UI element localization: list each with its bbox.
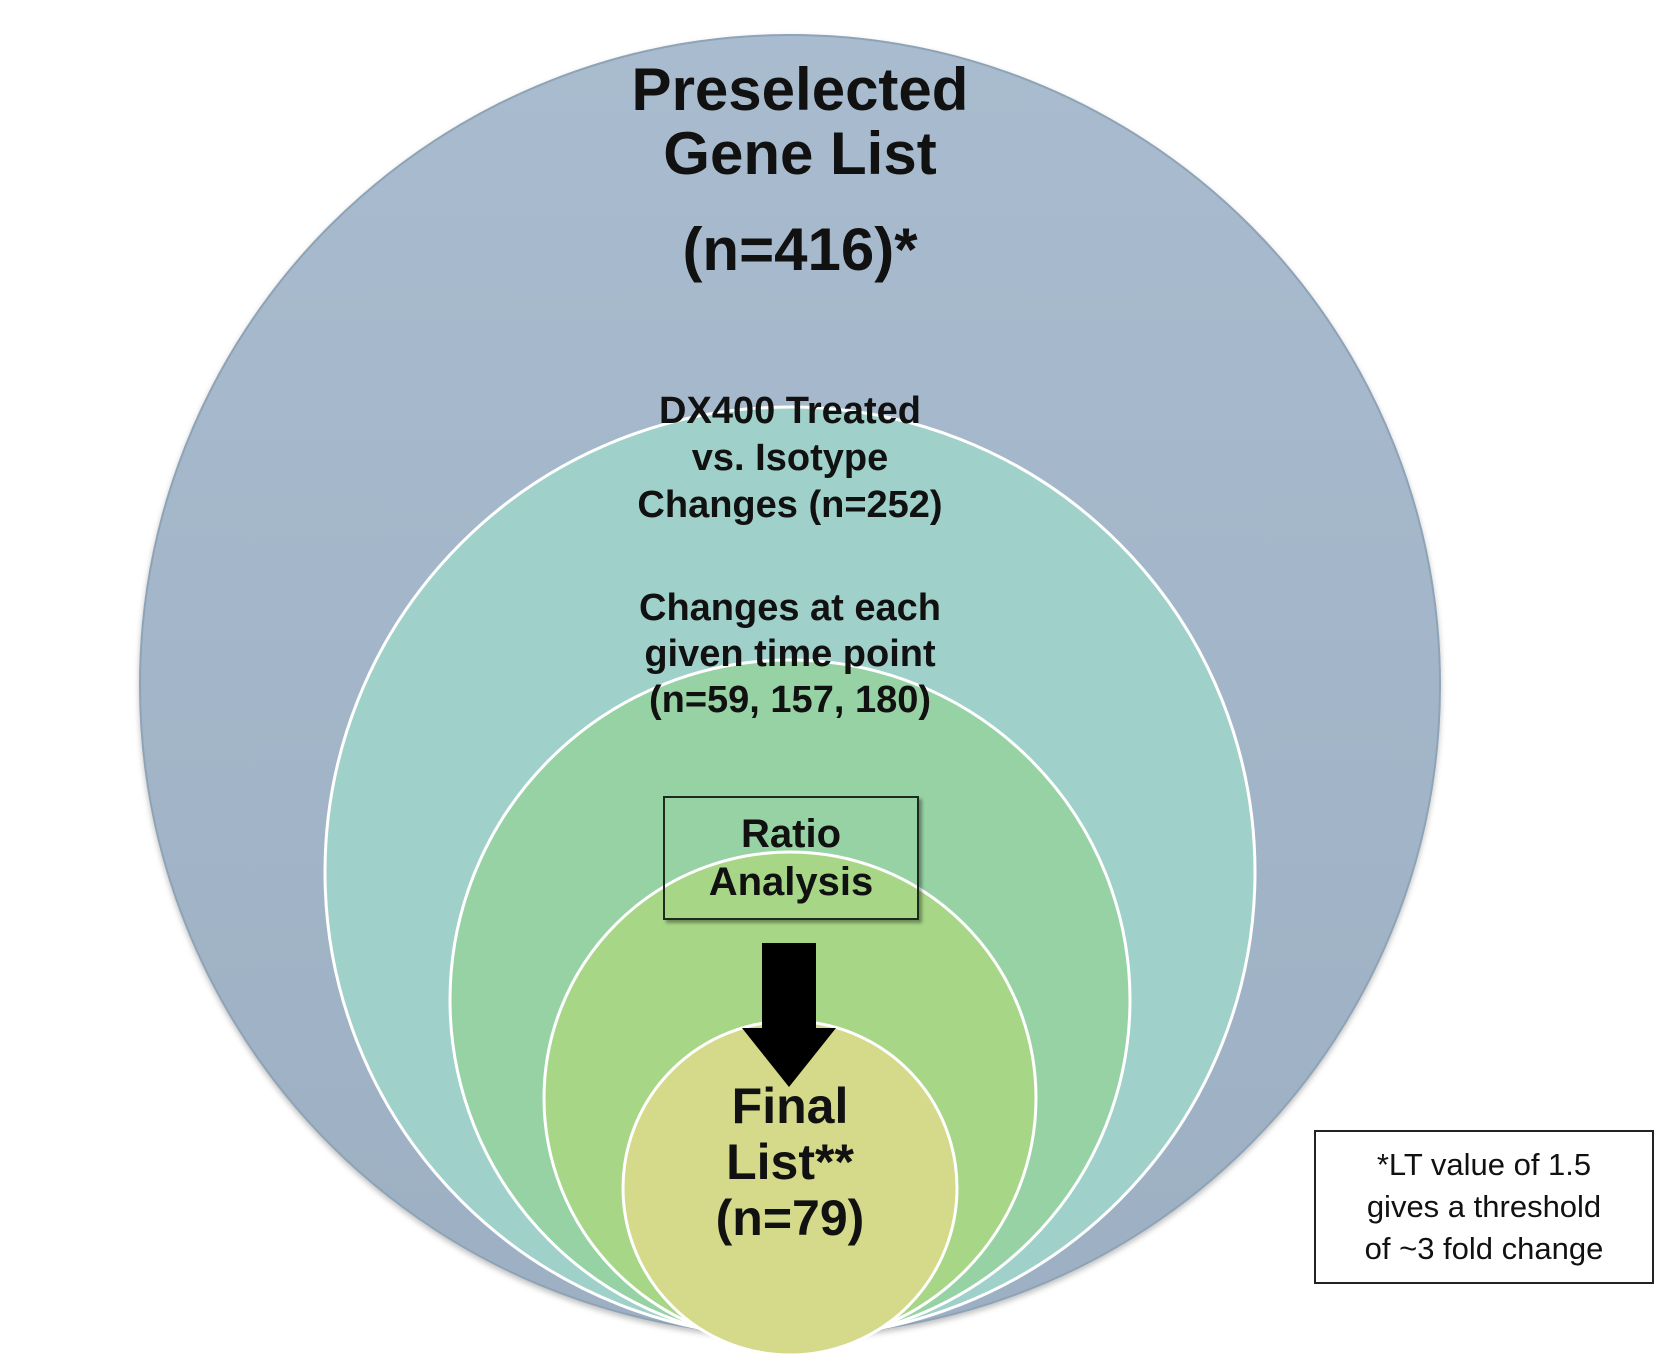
final-line-2: List** [726,1134,854,1190]
time-point-changes-label: Changes at each given time point (n=59, … [580,585,1000,723]
third-line-1: Changes at each [639,587,941,629]
second-line-2: vs. Isotype [691,437,889,479]
footnote-line-2: gives a threshold [1366,1189,1602,1224]
ratio-line-1: Ratio [741,812,841,856]
outer-line-1: Preselected [631,56,969,123]
dx400-treated-label: DX400 Treated vs. Isotype Changes (n=252… [580,388,1000,529]
footnote-line-3: of ~3 fold change [1364,1231,1604,1266]
second-line-1: DX400 Treated [659,390,921,432]
down-arrow-icon [742,943,836,1087]
preselected-gene-list-label: Preselected Gene List (n=416)* [540,58,1060,282]
final-line-3: (n=79) [715,1190,865,1246]
second-line-3: Changes (n=252) [637,484,943,526]
third-line-2: given time point [644,633,936,675]
outer-line-2: Gene List [663,120,937,187]
final-list-label: Final List** (n=79) [620,1078,960,1246]
third-line-3: (n=59, 157, 180) [648,679,931,721]
outer-count: (n=416)* [682,216,918,283]
footnote-box: *LT value of 1.5 gives a threshold of ~3… [1314,1130,1654,1284]
ratio-analysis-box: Ratio Analysis [663,796,919,920]
final-line-1: Final [731,1078,849,1134]
ratio-line-2: Analysis [708,860,874,904]
footnote-line-1: *LT value of 1.5 [1376,1147,1592,1182]
